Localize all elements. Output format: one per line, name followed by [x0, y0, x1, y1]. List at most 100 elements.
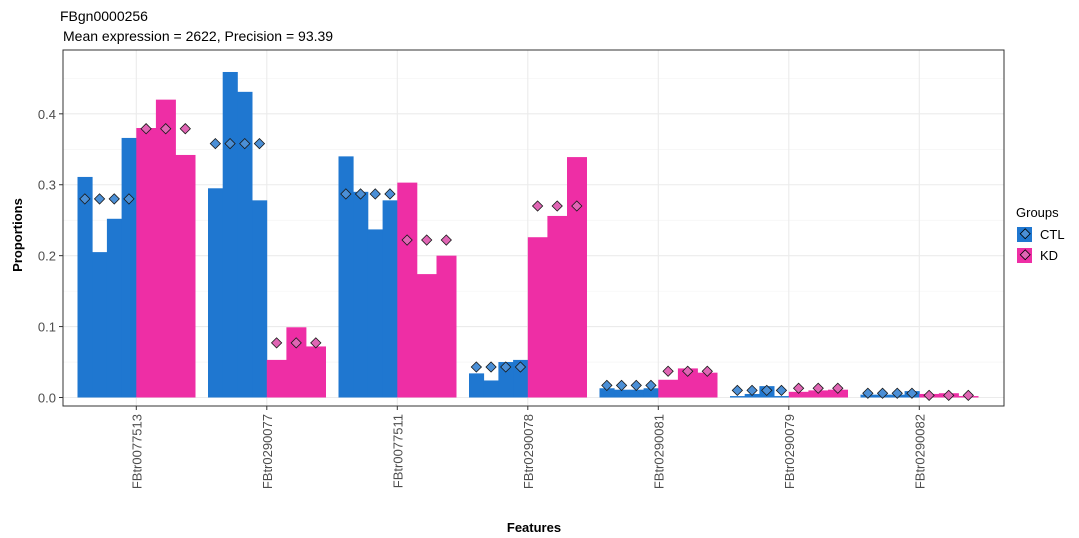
bars — [77, 71, 979, 398]
mean-marker-ctl — [123, 193, 135, 205]
mean-marker-ctl — [224, 137, 236, 150]
mean-marker-kd — [962, 389, 974, 402]
x-axis-title: Features — [507, 520, 561, 535]
mean-marker-kd — [421, 234, 433, 246]
mean-marker-ctl — [615, 379, 628, 392]
mean-marker-kd — [571, 200, 583, 212]
x-tick-label: FBtr0077513 — [129, 414, 144, 489]
x-tick-label: FBtr0077511 — [390, 414, 405, 488]
legend: Groups CTL KD — [1016, 205, 1065, 263]
mean-markers — [79, 123, 974, 402]
bar-ctl — [498, 362, 514, 398]
bar-ctl — [774, 396, 790, 398]
mean-marker-ctl — [209, 137, 222, 150]
mean-marker-kd — [701, 365, 713, 377]
y-tick-label: 0.1 — [38, 320, 56, 335]
bar-kd — [436, 255, 457, 398]
mean-marker-ctl — [253, 137, 266, 150]
bar-ctl — [338, 156, 354, 398]
mean-marker-kd — [179, 123, 191, 135]
mean-marker-ctl — [340, 188, 352, 200]
bar-ctl — [222, 71, 238, 398]
bar-ctl — [353, 191, 369, 398]
legend-marker-kd — [1019, 249, 1031, 261]
bar-ctl — [77, 176, 93, 398]
mean-marker-ctl — [239, 137, 251, 150]
mean-marker-kd — [943, 389, 955, 402]
mean-marker-ctl — [514, 361, 527, 373]
bar-kd — [808, 390, 829, 398]
mean-marker-ctl — [906, 387, 918, 399]
chart-subtitle: Mean expression = 2622, Precision = 93.3… — [63, 28, 333, 44]
bar-ctl — [513, 359, 529, 398]
bar-ctl — [628, 389, 644, 398]
legend-title: Groups — [1016, 205, 1059, 220]
bar-kd — [266, 359, 287, 398]
mean-marker-ctl — [485, 361, 497, 373]
mean-marker-kd — [440, 234, 452, 246]
bar-kd — [658, 379, 679, 398]
bar-kd — [175, 154, 196, 398]
panel-border — [62, 49, 1005, 407]
bar-kd — [306, 346, 326, 398]
bar-kd — [155, 99, 176, 398]
mean-marker-ctl — [354, 188, 367, 200]
y-axis: 0.0 0.1 0.2 0.3 0.4 — [38, 107, 63, 405]
y-tick-label: 0.0 — [38, 390, 56, 405]
mean-marker-kd — [290, 337, 302, 349]
bar-kd — [136, 128, 157, 398]
bar-ctl — [614, 389, 630, 398]
bar-ctl — [367, 229, 383, 398]
mean-marker-kd — [160, 123, 172, 135]
y-tick-label: 0.3 — [38, 178, 56, 193]
legend-marker-ctl — [1019, 228, 1031, 240]
mean-marker-ctl — [369, 188, 381, 200]
bar-kd — [286, 327, 307, 398]
y-tick-label: 0.4 — [38, 107, 56, 122]
mean-marker-kd — [401, 234, 413, 246]
mean-marker-ctl — [862, 387, 874, 399]
x-tick-label: FBtr0290079 — [782, 414, 797, 489]
y-axis-title: Proportions — [10, 198, 25, 272]
mean-marker-ctl — [645, 379, 657, 392]
mean-marker-ctl — [79, 193, 91, 205]
mean-marker-ctl — [93, 193, 106, 205]
mean-marker-ctl — [384, 188, 396, 200]
legend-label-ctl: CTL — [1040, 227, 1065, 242]
bar-ctl — [252, 200, 268, 398]
mean-marker-ctl — [630, 379, 642, 392]
mean-marker-kd — [812, 382, 824, 394]
mean-marker-kd — [140, 123, 152, 135]
bar-kd — [788, 391, 809, 398]
mean-marker-ctl — [500, 361, 512, 373]
bar-ctl — [382, 200, 398, 398]
mean-marker-ctl — [775, 384, 788, 397]
bar-ctl — [106, 218, 122, 398]
x-axis: FBtr0077513 FBtr0290077 FBtr0077511 FBtr029… — [129, 406, 927, 489]
x-tick-label: FBtr0290077 — [260, 414, 275, 489]
mean-marker-kd — [832, 382, 844, 394]
mean-marker-kd — [310, 337, 322, 349]
mean-marker-kd — [270, 337, 283, 349]
bar-kd — [697, 372, 718, 398]
mean-marker-ctl — [470, 361, 483, 373]
bar-ctl — [599, 388, 615, 398]
mean-marker-ctl — [891, 387, 903, 399]
mean-marker-ctl — [601, 379, 613, 392]
x-tick-label: FBtr0290078 — [521, 414, 536, 489]
bar-kd — [416, 274, 437, 398]
bar-kd — [397, 182, 418, 398]
bar-ctl — [92, 252, 108, 398]
mean-marker-kd — [551, 200, 563, 212]
bar-kd — [527, 237, 548, 398]
bar-ctl — [237, 91, 253, 398]
mean-marker-kd — [662, 365, 674, 377]
mean-marker-ctl — [876, 387, 889, 399]
bar-kd — [567, 157, 587, 398]
mean-marker-ctl — [108, 193, 120, 205]
bar-kd — [677, 368, 698, 398]
bar-ctl — [121, 137, 137, 398]
mean-marker-kd — [792, 382, 805, 394]
mean-marker-kd — [682, 365, 694, 377]
